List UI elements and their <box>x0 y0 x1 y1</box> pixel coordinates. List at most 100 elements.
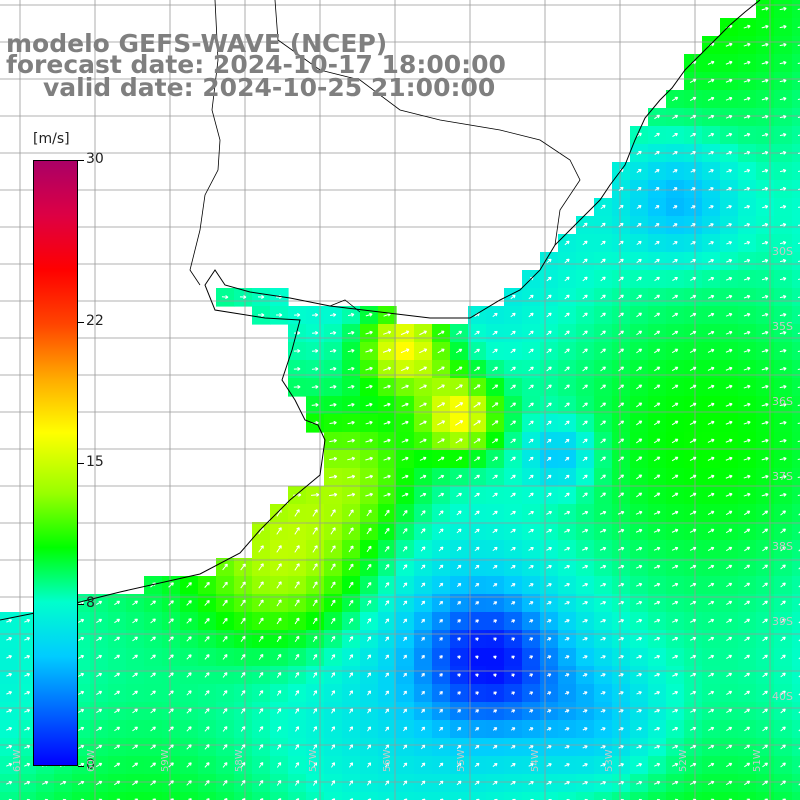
wind-arrow <box>365 474 374 479</box>
wind-arrow <box>276 581 282 589</box>
wind-arrow <box>761 150 769 155</box>
wind-arrow <box>276 744 282 750</box>
wind-arrow <box>401 474 409 479</box>
wind-arrow <box>708 223 714 227</box>
wind-arrow <box>421 672 425 677</box>
wind-arrow <box>294 672 300 678</box>
wind-arrow <box>582 348 588 354</box>
wind-arrow <box>798 765 800 768</box>
wind-arrow <box>779 276 787 281</box>
wind-arrow <box>385 690 390 696</box>
wind-arrow <box>420 546 426 552</box>
wind-arrow <box>240 744 246 750</box>
wind-arrow <box>528 763 534 767</box>
wind-arrow <box>600 258 606 264</box>
wind-arrow <box>725 330 733 335</box>
wind-arrow <box>636 384 643 390</box>
wind-cell <box>792 198 800 217</box>
wind-arrow <box>437 456 445 462</box>
wind-arrow <box>636 762 643 767</box>
wind-arrow <box>671 528 679 533</box>
wind-arrow <box>582 294 588 300</box>
wind-arrow <box>258 653 264 660</box>
wind-arrow <box>546 474 552 480</box>
wind-arrow <box>797 278 800 280</box>
longitude-label: 60W <box>86 749 97 772</box>
wind-arrow <box>707 510 715 516</box>
wind-arrow <box>365 492 373 497</box>
wind-arrow <box>492 474 498 480</box>
wind-arrow <box>707 744 715 749</box>
wind-arrow <box>690 259 696 263</box>
wind-arrow <box>725 420 733 425</box>
wind-arrow <box>797 440 800 442</box>
longitude-label: 53W <box>604 749 615 772</box>
wind-arrow <box>761 24 769 29</box>
wind-arrow <box>168 582 174 588</box>
wind-arrow <box>420 582 426 588</box>
wind-cell <box>630 792 649 800</box>
wind-arrow <box>510 510 516 516</box>
wind-arrow <box>168 690 174 696</box>
wind-arrow <box>797 404 800 406</box>
wind-arrow <box>600 582 607 587</box>
wind-arrow <box>743 510 751 516</box>
wind-arrow <box>41 780 49 785</box>
wind-arrow <box>455 348 463 354</box>
wind-arrow <box>618 456 625 462</box>
wind-arrow <box>437 402 446 408</box>
wind-arrow <box>582 582 589 587</box>
wind-arrow <box>636 636 643 641</box>
wind-arrow <box>240 708 246 714</box>
wind-arrow <box>366 600 372 606</box>
wind-arrow <box>347 438 355 443</box>
wind-arrow <box>222 780 228 786</box>
wind-arrow <box>582 564 589 569</box>
wind-arrow <box>743 420 751 425</box>
wind-arrow <box>653 366 661 372</box>
wind-arrow <box>132 726 139 732</box>
wind-arrow <box>439 600 444 606</box>
wind-arrow <box>779 240 787 245</box>
wind-arrow <box>671 438 679 444</box>
wind-arrow <box>492 348 498 354</box>
wind-cell <box>792 180 800 199</box>
wind-arrow <box>798 783 800 786</box>
wind-arrow <box>743 114 751 119</box>
wind-arrow <box>707 438 715 443</box>
wind-arrow <box>797 152 800 154</box>
wind-arrow <box>6 618 13 623</box>
wind-arrow <box>528 456 534 462</box>
wind-arrow <box>707 114 715 119</box>
wind-arrow <box>743 96 751 101</box>
wind-arrow <box>708 690 715 695</box>
wind-cell <box>576 792 595 800</box>
wind-arrow <box>689 780 697 785</box>
wind-arrow <box>636 222 642 227</box>
wind-arrow <box>150 708 156 714</box>
wind-arrow <box>672 241 678 245</box>
wind-arrow <box>762 690 768 696</box>
wind-arrow <box>96 744 103 750</box>
wind-arrow <box>204 654 210 660</box>
wind-arrow <box>744 600 751 606</box>
wind-arrow <box>511 619 516 623</box>
wind-arrow <box>312 563 318 571</box>
wind-arrow <box>707 582 715 587</box>
wind-arrow <box>780 582 786 588</box>
wind-arrow <box>330 635 336 642</box>
wind-arrow <box>762 726 768 732</box>
wind-arrow <box>725 366 733 371</box>
wind-arrow <box>456 564 462 570</box>
wind-arrow <box>420 780 426 786</box>
wind-arrow <box>689 348 697 354</box>
wind-arrow <box>510 601 516 605</box>
wind-arrow <box>725 456 733 461</box>
wind-arrow <box>258 762 264 768</box>
wind-arrow <box>348 527 354 535</box>
wind-arrow <box>582 546 589 551</box>
wind-cell <box>792 126 800 145</box>
wind-arrow <box>671 366 679 372</box>
wind-arrow <box>6 744 13 749</box>
latitude-label: 35S <box>772 320 793 333</box>
